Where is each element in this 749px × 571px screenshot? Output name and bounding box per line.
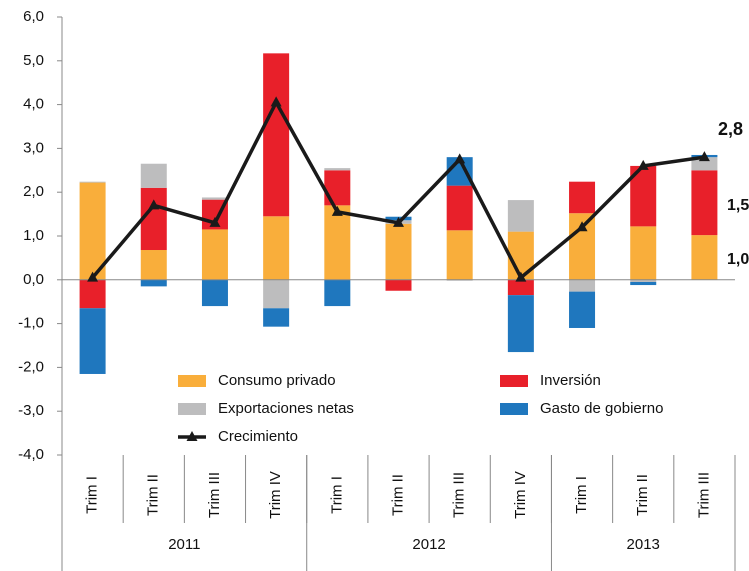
legend-swatch	[500, 403, 528, 415]
bar-segment	[201, 279, 228, 307]
bar-segment	[263, 216, 290, 280]
legend-swatch	[178, 375, 206, 387]
y-tick-label: 1,0	[23, 227, 44, 244]
bar-segment	[446, 185, 473, 231]
x-group-label: 2012	[412, 536, 445, 553]
bar-segment	[263, 279, 290, 309]
x-tick-label: Trim I	[328, 476, 345, 514]
line-marker	[148, 199, 160, 210]
legend-label: Crecimiento	[218, 428, 298, 445]
legend-label: Gasto de gobierno	[540, 400, 663, 417]
x-tick-label: Trim III	[206, 472, 223, 518]
bar-segment	[79, 182, 106, 280]
x-tick-label: Trim IV	[512, 471, 529, 519]
bar-segment	[691, 157, 718, 171]
y-tick-label: 5,0	[23, 52, 44, 69]
x-tick-label: Trim I	[84, 476, 101, 514]
bar-segment	[140, 163, 167, 188]
bar-segment	[324, 205, 351, 280]
y-tick-label: -4,0	[18, 446, 44, 463]
y-tick-label: 6,0	[23, 8, 44, 25]
bar-segment	[140, 250, 167, 280]
bar-segment	[140, 187, 167, 251]
bar-segment	[324, 168, 351, 171]
bar-segment	[691, 170, 718, 236]
line-marker	[393, 216, 404, 227]
bar-segment	[507, 295, 534, 353]
bar-segment	[324, 279, 351, 307]
line-marker	[637, 159, 649, 170]
line-marker	[454, 153, 466, 164]
bar-segment	[507, 200, 534, 232]
legend-marker	[186, 431, 198, 441]
x-tick-label: Trim III	[451, 472, 468, 518]
line-marker	[270, 96, 282, 107]
bar-segment	[324, 170, 351, 206]
x-tick-label: Trim IV	[267, 471, 284, 519]
line-marker	[331, 205, 343, 216]
bar-segment	[263, 53, 290, 217]
y-tick-label: 4,0	[23, 96, 44, 113]
legend-swatch	[500, 375, 528, 387]
bar-segment	[691, 235, 718, 280]
line-marker	[698, 151, 710, 162]
bar-segment	[79, 181, 106, 183]
bar-segment	[630, 281, 657, 286]
bar-segment	[79, 279, 106, 309]
line-marker	[209, 216, 221, 227]
legend-label: Consumo privado	[218, 372, 336, 389]
bar-segment	[569, 291, 596, 328]
y-tick-label: 0,0	[23, 271, 44, 288]
x-tick-label: Trim II	[634, 474, 651, 516]
y-tick-label: -1,0	[18, 315, 44, 332]
line-marker	[87, 271, 99, 282]
line-marker	[515, 271, 527, 282]
bar-segment	[201, 197, 228, 200]
bar-segment	[201, 229, 228, 280]
annotation: 1,0	[727, 251, 749, 268]
y-tick-label: -2,0	[18, 358, 44, 375]
bar-segment	[140, 279, 167, 287]
bar-segment	[630, 279, 657, 282]
bar-segment	[569, 279, 596, 292]
annotation: 1,5	[727, 197, 749, 214]
y-tick-label: 3,0	[23, 139, 44, 156]
x-group-label: 2011	[168, 536, 200, 553]
x-tick-label: Trim II	[389, 474, 406, 516]
bar-segment	[569, 181, 596, 214]
y-tick-label: 2,0	[23, 183, 44, 200]
x-tick-label: Trim III	[695, 472, 712, 518]
line-marker	[576, 221, 588, 232]
bar-segment	[385, 223, 412, 280]
bar-segment	[79, 308, 106, 374]
bar-segment	[446, 230, 473, 280]
bar-segment	[385, 279, 412, 291]
x-group-label: 2013	[627, 536, 660, 553]
bar-segment	[507, 279, 534, 296]
legend-swatch	[178, 403, 206, 415]
legend-label: Inversión	[540, 372, 601, 389]
x-tick-label: Trim I	[573, 476, 590, 514]
y-tick-label: -3,0	[18, 402, 44, 419]
legend-label: Exportaciones netas	[218, 400, 354, 417]
bar-segment	[263, 308, 290, 327]
bar-segment	[630, 226, 657, 280]
x-tick-label: Trim II	[145, 474, 162, 516]
annotation: 2,8	[718, 119, 743, 139]
